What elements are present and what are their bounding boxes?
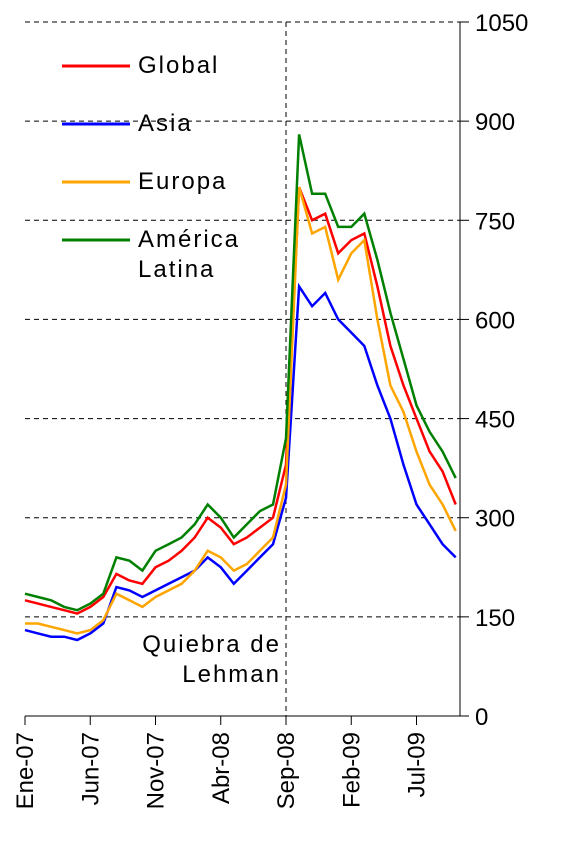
x-tick-label: Jun-07 <box>77 732 104 805</box>
legend-label: Asia <box>138 110 193 137</box>
annotation: Quiebra de Lehman <box>142 631 281 688</box>
series-line <box>25 186 457 635</box>
y-tick-label: 750 <box>475 208 515 235</box>
y-tick-label: 0 <box>475 704 488 731</box>
y-tick-label: 300 <box>475 506 515 533</box>
series-line <box>24 282 457 642</box>
x-tick-label: Nov-07 <box>143 732 170 809</box>
x-tick-label: Feb-09 <box>338 732 365 808</box>
legend-label: Global <box>138 52 220 79</box>
x-tick-label: Sep-08 <box>273 732 300 809</box>
y-tick-label: 150 <box>475 605 515 632</box>
x-tick-label: Abr-08 <box>208 732 235 804</box>
y-tick-label: 1050 <box>475 10 528 37</box>
legend-label: Europa <box>138 168 228 195</box>
x-tick-label: Ene-07 <box>12 732 39 809</box>
y-tick-label: 600 <box>475 307 515 334</box>
y-tick-label: 900 <box>475 109 515 136</box>
series-line <box>24 186 457 615</box>
y-tick-label: 450 <box>475 407 515 434</box>
series-line <box>24 134 457 612</box>
x-tick-label: Jul-09 <box>404 732 431 797</box>
legend-label: América Latina <box>138 226 241 283</box>
